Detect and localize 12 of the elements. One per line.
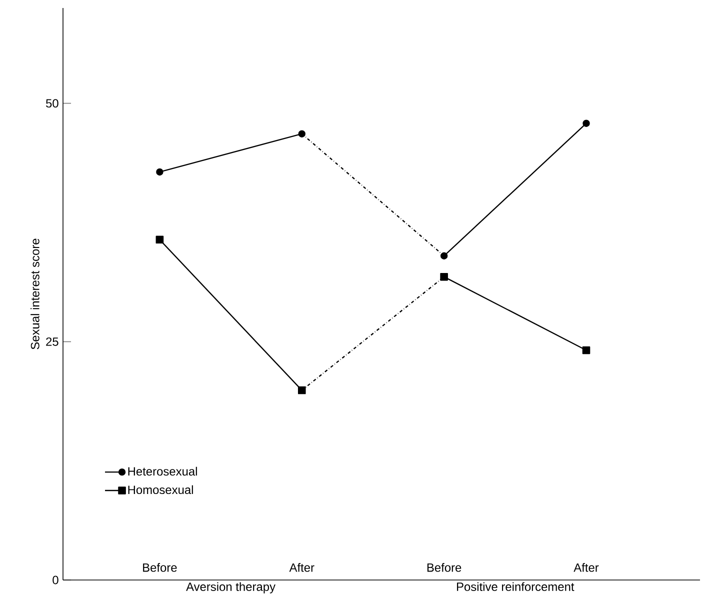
x-tick-label: Before [143, 563, 177, 572]
y-axis-title: Sexual interest score [30, 238, 40, 350]
legend-label: Heterosexual [128, 466, 197, 476]
text: Positive reinforcement [457, 582, 574, 591]
legend-label: Homosexual [128, 485, 193, 494]
x-tick-label: Before [427, 563, 462, 572]
text: Aversion therapy [186, 582, 276, 594]
y-tick-label: 50 [46, 99, 58, 108]
x-tick-label: After [289, 563, 314, 572]
y-tick-label: 0 [52, 576, 58, 584]
y-tick-label: 25 [46, 337, 58, 346]
x-tick-label: After [574, 563, 599, 572]
